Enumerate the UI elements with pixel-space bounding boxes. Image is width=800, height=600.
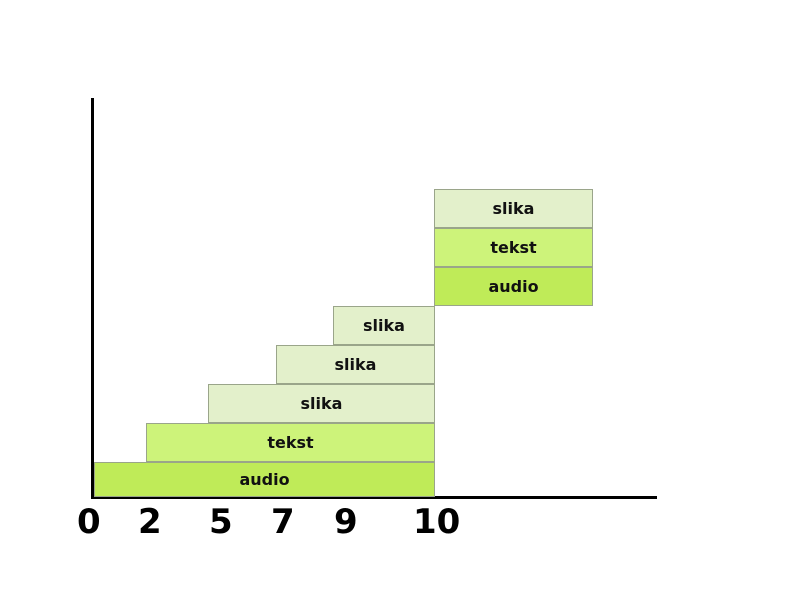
x-tick-label: 5 <box>209 502 233 542</box>
tekst-block: tekst <box>146 423 435 462</box>
x-tick-label: 10 <box>413 502 461 542</box>
slika-block: slika <box>333 306 435 345</box>
audio-block: audio <box>434 267 593 306</box>
x-axis <box>91 496 657 499</box>
x-tick-label: 0 <box>77 502 101 542</box>
slika-block: slika <box>276 345 435 384</box>
x-tick-label: 7 <box>271 502 295 542</box>
y-axis <box>91 98 94 498</box>
tekst-block: tekst <box>434 228 593 267</box>
slika-block: slika <box>208 384 435 423</box>
audio-block: audio <box>94 462 435 497</box>
x-tick-label: 9 <box>334 502 358 542</box>
slika-block: slika <box>434 189 593 228</box>
x-tick-label: 2 <box>138 502 162 542</box>
